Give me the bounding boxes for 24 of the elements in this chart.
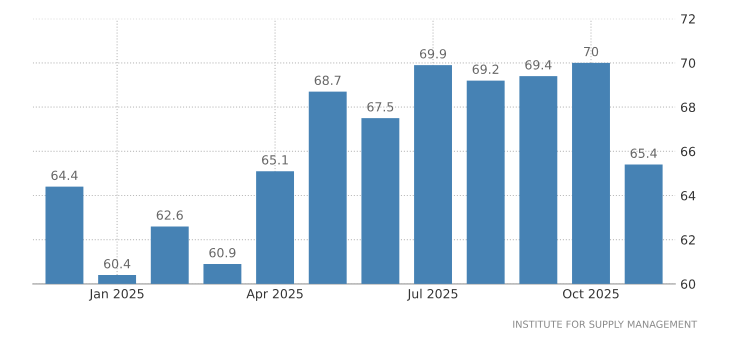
data-label: 60.9 [209,248,236,258]
x-tick-label: Jul 2025 [406,288,458,301]
data-label: 65.1 [262,155,288,165]
y-tick-label: 64 [680,190,696,200]
data-label: 68.7 [314,76,341,86]
y-tick-label: 70 [681,58,696,68]
x-tick-label: Oct 2025 [563,288,619,298]
text: INSTITUTE FOR SUPPLY MANAGEMENT [513,320,698,328]
data-label: 69.9 [420,49,446,59]
data-label: 62.6 [156,210,183,220]
x-tick-label: Jan 2025 [88,288,144,301]
x-tick-label: Apr 2025 [246,288,303,301]
y-tick-label: 68 [680,102,696,112]
y-tick-label: 66 [680,146,696,156]
data-label: 67.5 [367,102,394,112]
y-tick-label: 60 [680,279,696,289]
data-label: 65.4 [630,148,657,158]
data-label: 70 [584,46,598,56]
data-label: 69.2 [472,64,498,74]
data-label: 60.4 [104,259,130,268]
data-label: 69.4 [525,60,552,70]
y-tick-label: 62 [680,235,695,245]
data-label: 64.4 [51,170,78,180]
y-tick-label: 72 [681,14,695,24]
